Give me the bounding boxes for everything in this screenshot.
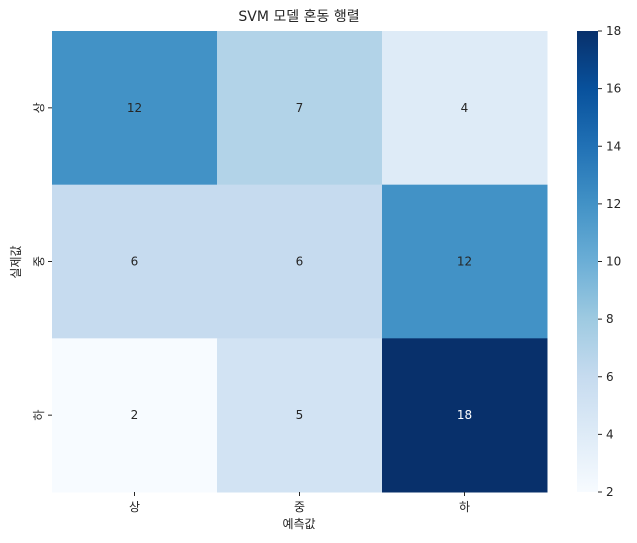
colorbar-tick-label: 6: [606, 370, 614, 384]
heatmap-cell: [52, 31, 218, 186]
colorbar-gradient: [577, 31, 598, 492]
cell-value-label: 18: [457, 408, 472, 422]
colorbar-tick-label: 4: [606, 427, 614, 441]
colorbar-tick-label: 14: [606, 139, 621, 153]
x-tick-label: 중: [294, 500, 305, 514]
y-axis: 상중하: [32, 102, 52, 421]
x-tick-label: 하: [459, 500, 470, 514]
cell-value-label: 12: [457, 255, 472, 269]
colorbar: 2 4 6 8 10 12 14 16 18: [577, 24, 621, 499]
heatmap-cell: [217, 31, 383, 186]
colorbar-tick-label: 10: [606, 255, 621, 269]
y-axis-label: 실제값: [9, 245, 23, 278]
heatmap-cell: [52, 338, 218, 493]
cell-value-label: 4: [461, 101, 469, 115]
cell-value-label: 2: [131, 408, 139, 422]
colorbar-tick-label: 8: [606, 312, 614, 326]
heatmap-cell: [382, 184, 548, 339]
heatmap-cell: [217, 184, 383, 339]
colorbar-tick-label: 18: [606, 24, 621, 38]
heatmap-cell: [382, 31, 548, 186]
y-tick-label: 상: [32, 102, 46, 113]
heatmap-cell: [217, 338, 383, 493]
x-tick-label: 상: [129, 500, 140, 514]
cell-value-label: 12: [127, 101, 142, 115]
chart-title: SVM 모델 혼동 행렬: [238, 9, 359, 25]
cell-value-label: 6: [296, 255, 304, 269]
colorbar-tick-label: 16: [606, 82, 621, 96]
cell-value-label: 5: [296, 408, 304, 422]
cell-value-label: 6: [131, 255, 139, 269]
y-tick-label: 하: [32, 410, 46, 421]
heatmap-cells: 12 7 4 6 6 12 2 5 18: [52, 31, 548, 493]
heatmap-cell: [52, 184, 218, 339]
cell-value-label: 7: [296, 101, 304, 115]
colorbar-tick-label: 2: [606, 485, 614, 499]
colorbar-tick-label: 12: [606, 197, 621, 211]
heatmap-cell: [382, 338, 548, 493]
y-tick-label: 중: [32, 256, 46, 267]
x-axis-label: 예측값: [282, 517, 315, 531]
